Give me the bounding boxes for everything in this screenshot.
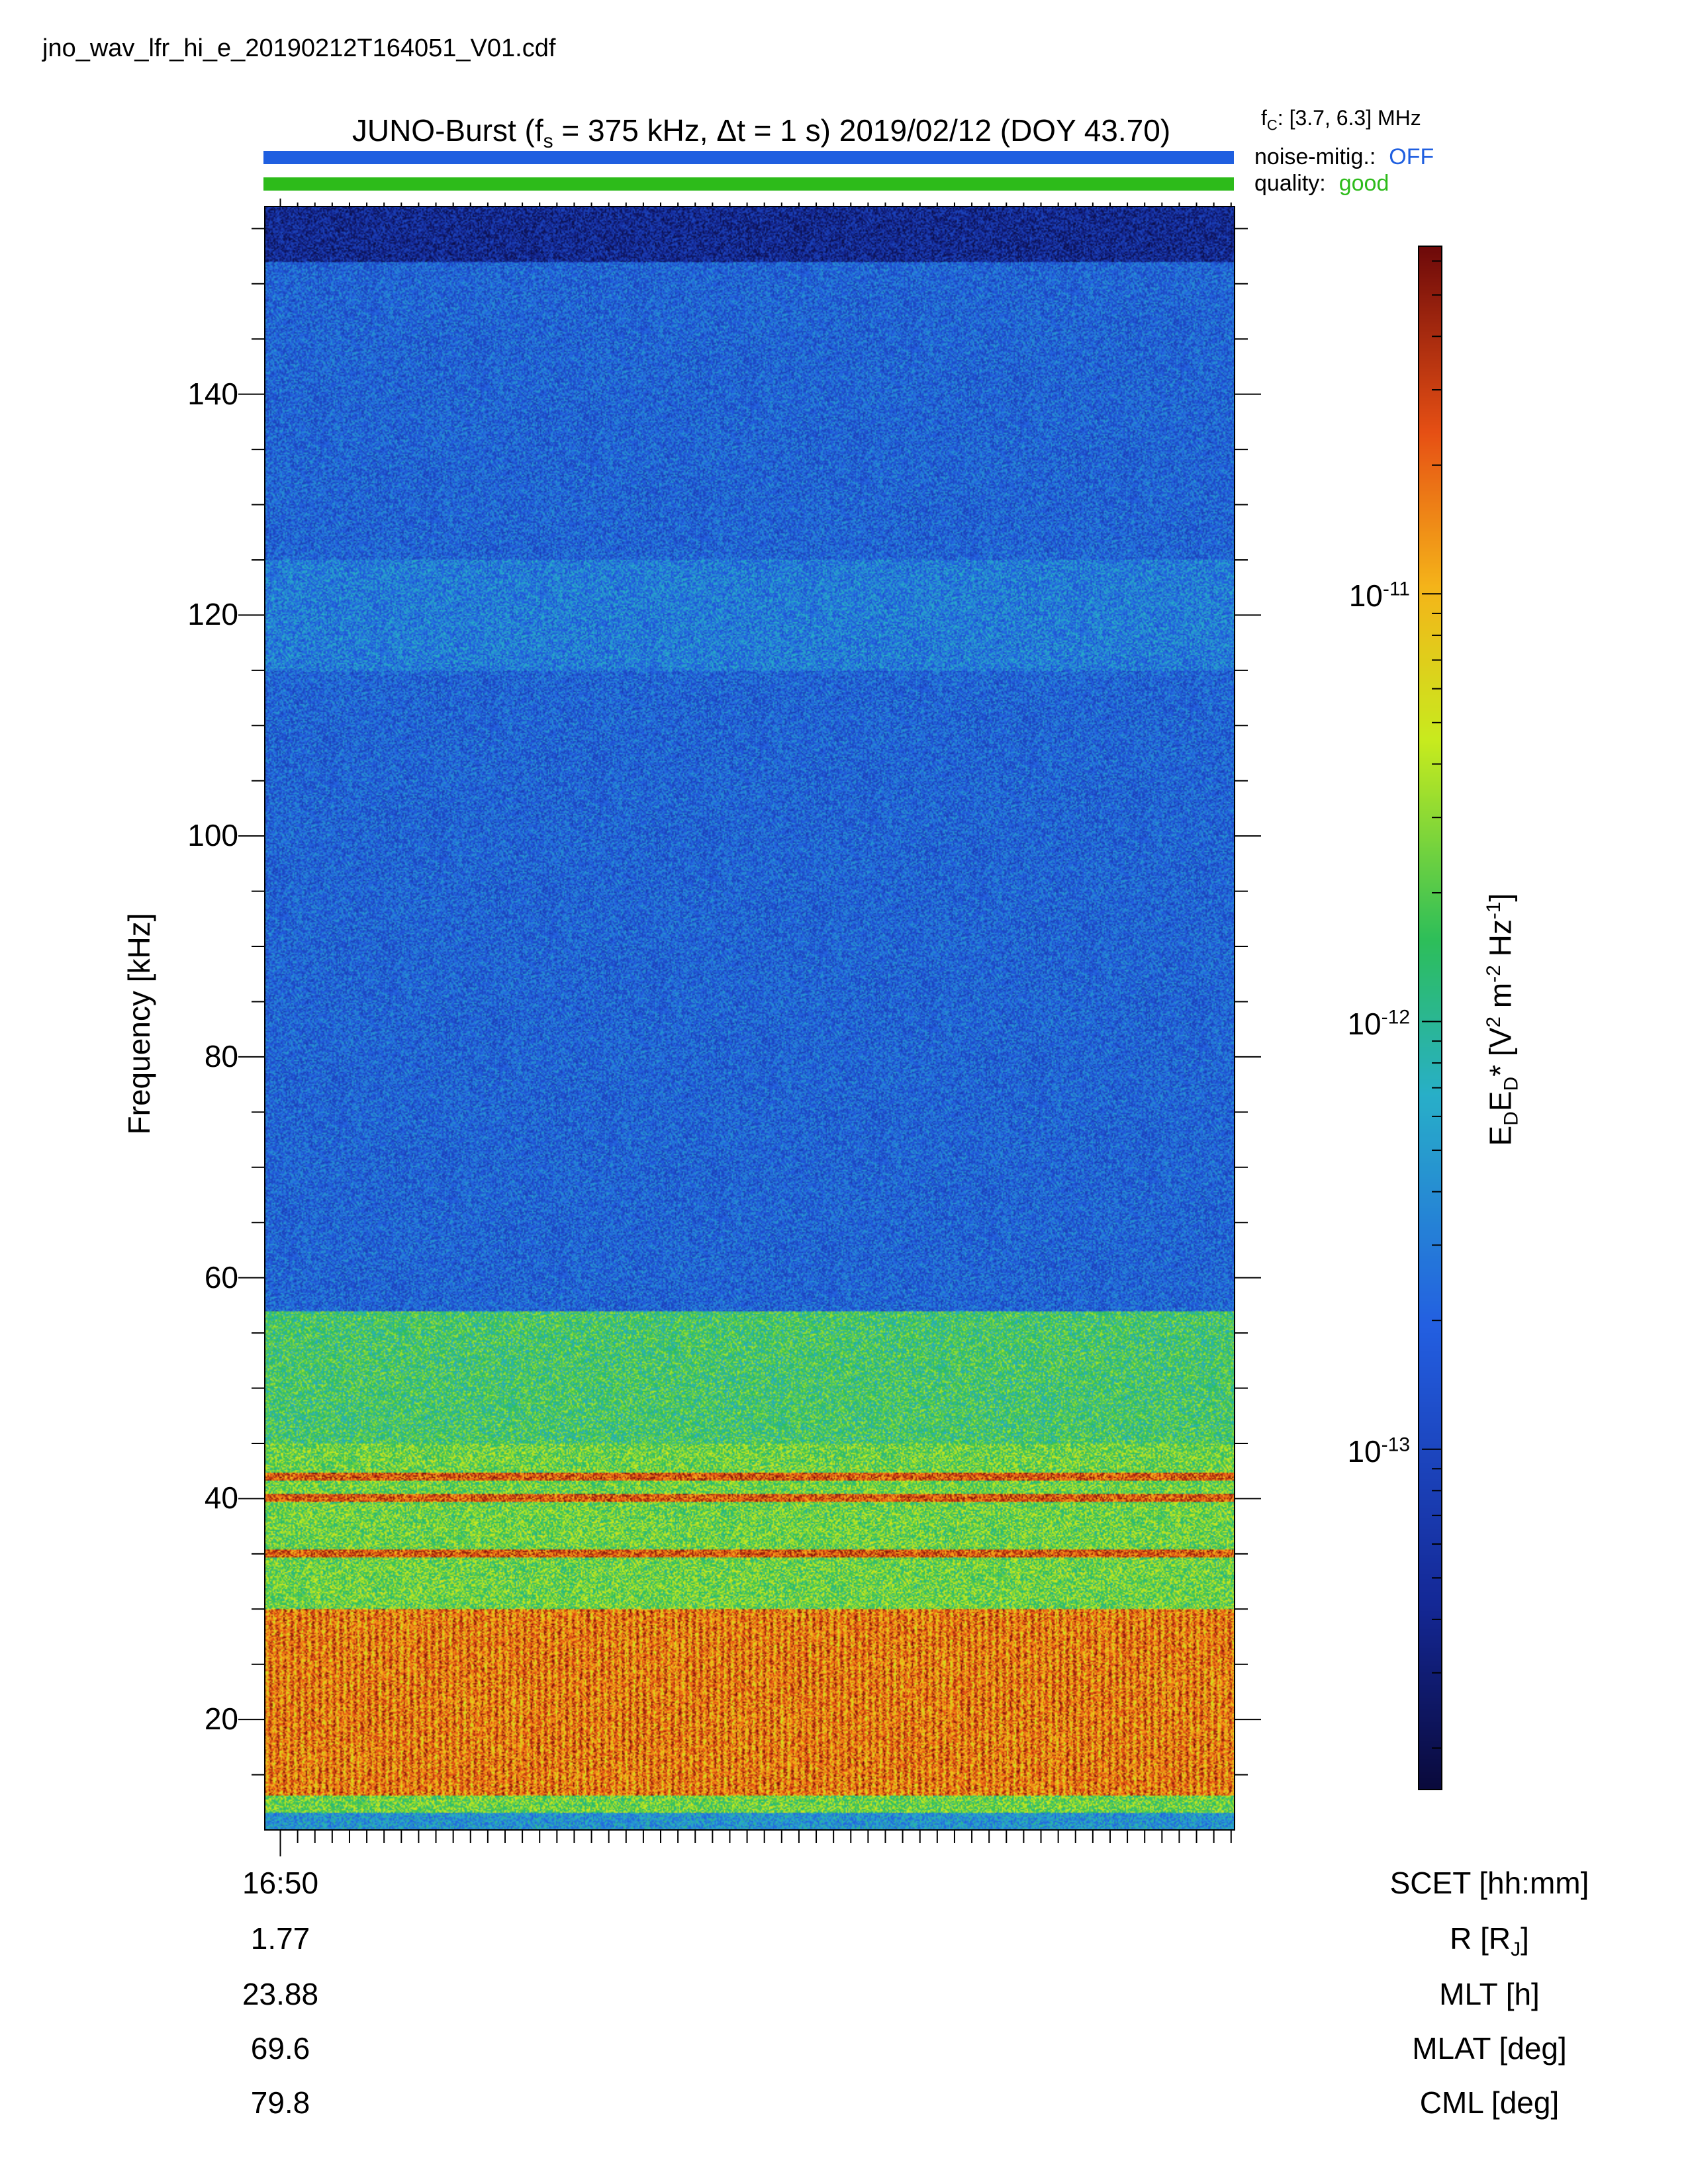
y-tick-label: 140 [187, 376, 238, 411]
ephemeris-value: 23.88 [242, 1977, 319, 2011]
quality-bar [263, 177, 1234, 191]
noise-mitigation-label: noise-mitig.: [1254, 144, 1376, 169]
ephemeris-row-label: CML [deg] [1419, 2085, 1560, 2120]
plot-frame [264, 206, 1235, 1831]
chart-title: JUNO-Burst (fs = 375 kHz, Δt = 1 s) 2019… [352, 113, 1171, 153]
spectrogram-image [265, 206, 1235, 1830]
colorbar-label: EDED* [V2 m-2 Hz-1] [1483, 893, 1523, 1146]
colorbar-frame [1418, 246, 1442, 1790]
y-tick-label: 80 [204, 1038, 238, 1073]
quality-label: quality: [1254, 171, 1326, 196]
y-tick-label: 60 [204, 1259, 238, 1295]
file-name: jno_wav_lfr_hi_e_20190212T164051_V01.cdf [42, 34, 556, 62]
ephemeris-row-label: SCET [hh:mm] [1389, 1866, 1589, 1900]
y-tick-label: 20 [204, 1702, 238, 1737]
colorbar-tick-label: 10-12 [1347, 1006, 1410, 1041]
colorbar-tick-label: 10-11 [1348, 578, 1410, 614]
y-axis-label: Frequency [kHz] [122, 913, 156, 1135]
ephemeris-row-label: R [RJ] [1450, 1921, 1529, 1961]
quality-value: good [1338, 171, 1389, 196]
frequency-cutoff-label: fC: [3.7, 6.3] MHz [1261, 106, 1421, 134]
noise-mitigation-bar [263, 151, 1234, 164]
ephemeris-row-label: MLT [h] [1439, 1977, 1540, 2011]
ephemeris-value: 79.8 [250, 2085, 310, 2120]
quality-status: quality: good [1254, 171, 1389, 197]
ephemeris-value: 1.77 [250, 1921, 310, 1956]
colorbar-tick-label: 10-13 [1347, 1433, 1410, 1469]
noise-mitigation-status: noise-mitig.: OFF [1254, 144, 1434, 170]
ephemeris-value: 16:50 [242, 1866, 319, 1900]
ephemeris-value: 69.6 [250, 2031, 310, 2066]
y-tick-label: 40 [204, 1480, 238, 1516]
y-tick-label: 100 [187, 818, 238, 853]
ephemeris-row-label: MLAT [deg] [1412, 2031, 1567, 2066]
colorbar-gradient [1419, 246, 1442, 1790]
y-tick-label: 120 [187, 597, 238, 632]
noise-mitigation-value: OFF [1389, 144, 1434, 169]
